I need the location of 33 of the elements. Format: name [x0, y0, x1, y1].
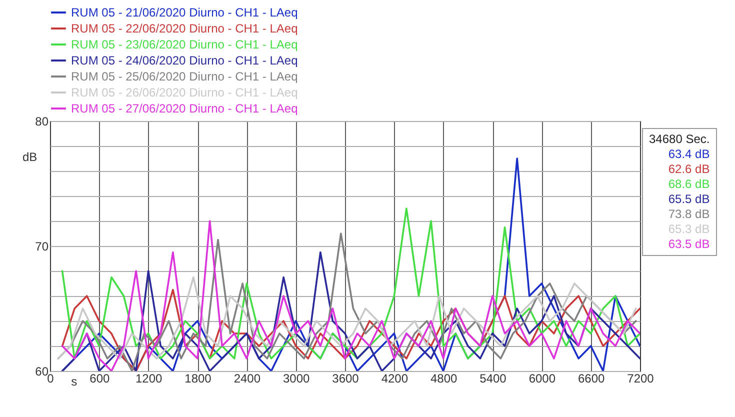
legend-label: RUM 05 - 21/06/2020 Diurno - CH1 - LAeq	[71, 6, 298, 20]
text: 73.8 dB	[667, 207, 710, 222]
text: 65.5 dB	[667, 192, 710, 207]
x-tick-label: 6600	[578, 372, 606, 386]
x-axis-title: s	[71, 374, 78, 388]
legend-label: RUM 05 - 27/06/2020 Diurno - CH1 - LAeq	[71, 102, 298, 116]
x-tick-label: 5400	[480, 372, 507, 386]
legend-label: RUM 05 - 23/06/2020 Diurno - CH1 - LAeq	[71, 38, 298, 52]
legend-label: RUM 05 - 22/06/2020 Diurno - CH1 - LAeq	[71, 22, 298, 36]
legend-label: RUM 05 - 25/06/2020 Diurno - CH1 - LAeq	[71, 70, 298, 84]
text: 63.4 dB	[667, 147, 710, 162]
text: 63.5 dB	[667, 237, 710, 252]
line-series	[57, 276, 637, 360]
x-tick-label: 3600	[332, 372, 360, 386]
line-series	[61, 288, 640, 371]
x-tick-label: 1200	[135, 372, 163, 386]
text: 62.6 dB	[667, 162, 710, 177]
x-tick-label: 3000	[282, 372, 310, 386]
text: 68.6 dB	[667, 177, 710, 192]
x-tick-label: 4200	[381, 372, 408, 386]
y-tick-label: 60	[35, 364, 49, 378]
x-tick-label: 2400	[234, 372, 261, 386]
text: 34680 Sec.	[649, 132, 710, 147]
y-tick-label: 80	[35, 114, 49, 128]
x-tick-label: 1800	[184, 372, 212, 386]
x-tick-label: 0	[47, 372, 54, 386]
x-tick-label: 4800	[430, 372, 458, 386]
x-tick-label: 600	[90, 372, 110, 386]
y-tick-label: 70	[35, 240, 49, 254]
x-tick-label: 7200	[627, 372, 654, 386]
y-axis-title: dB	[22, 150, 38, 164]
legend-label: RUM 05 - 24/06/2020 Diurno - CH1 - LAeq	[71, 54, 298, 68]
x-tick-label: 6000	[528, 372, 556, 386]
